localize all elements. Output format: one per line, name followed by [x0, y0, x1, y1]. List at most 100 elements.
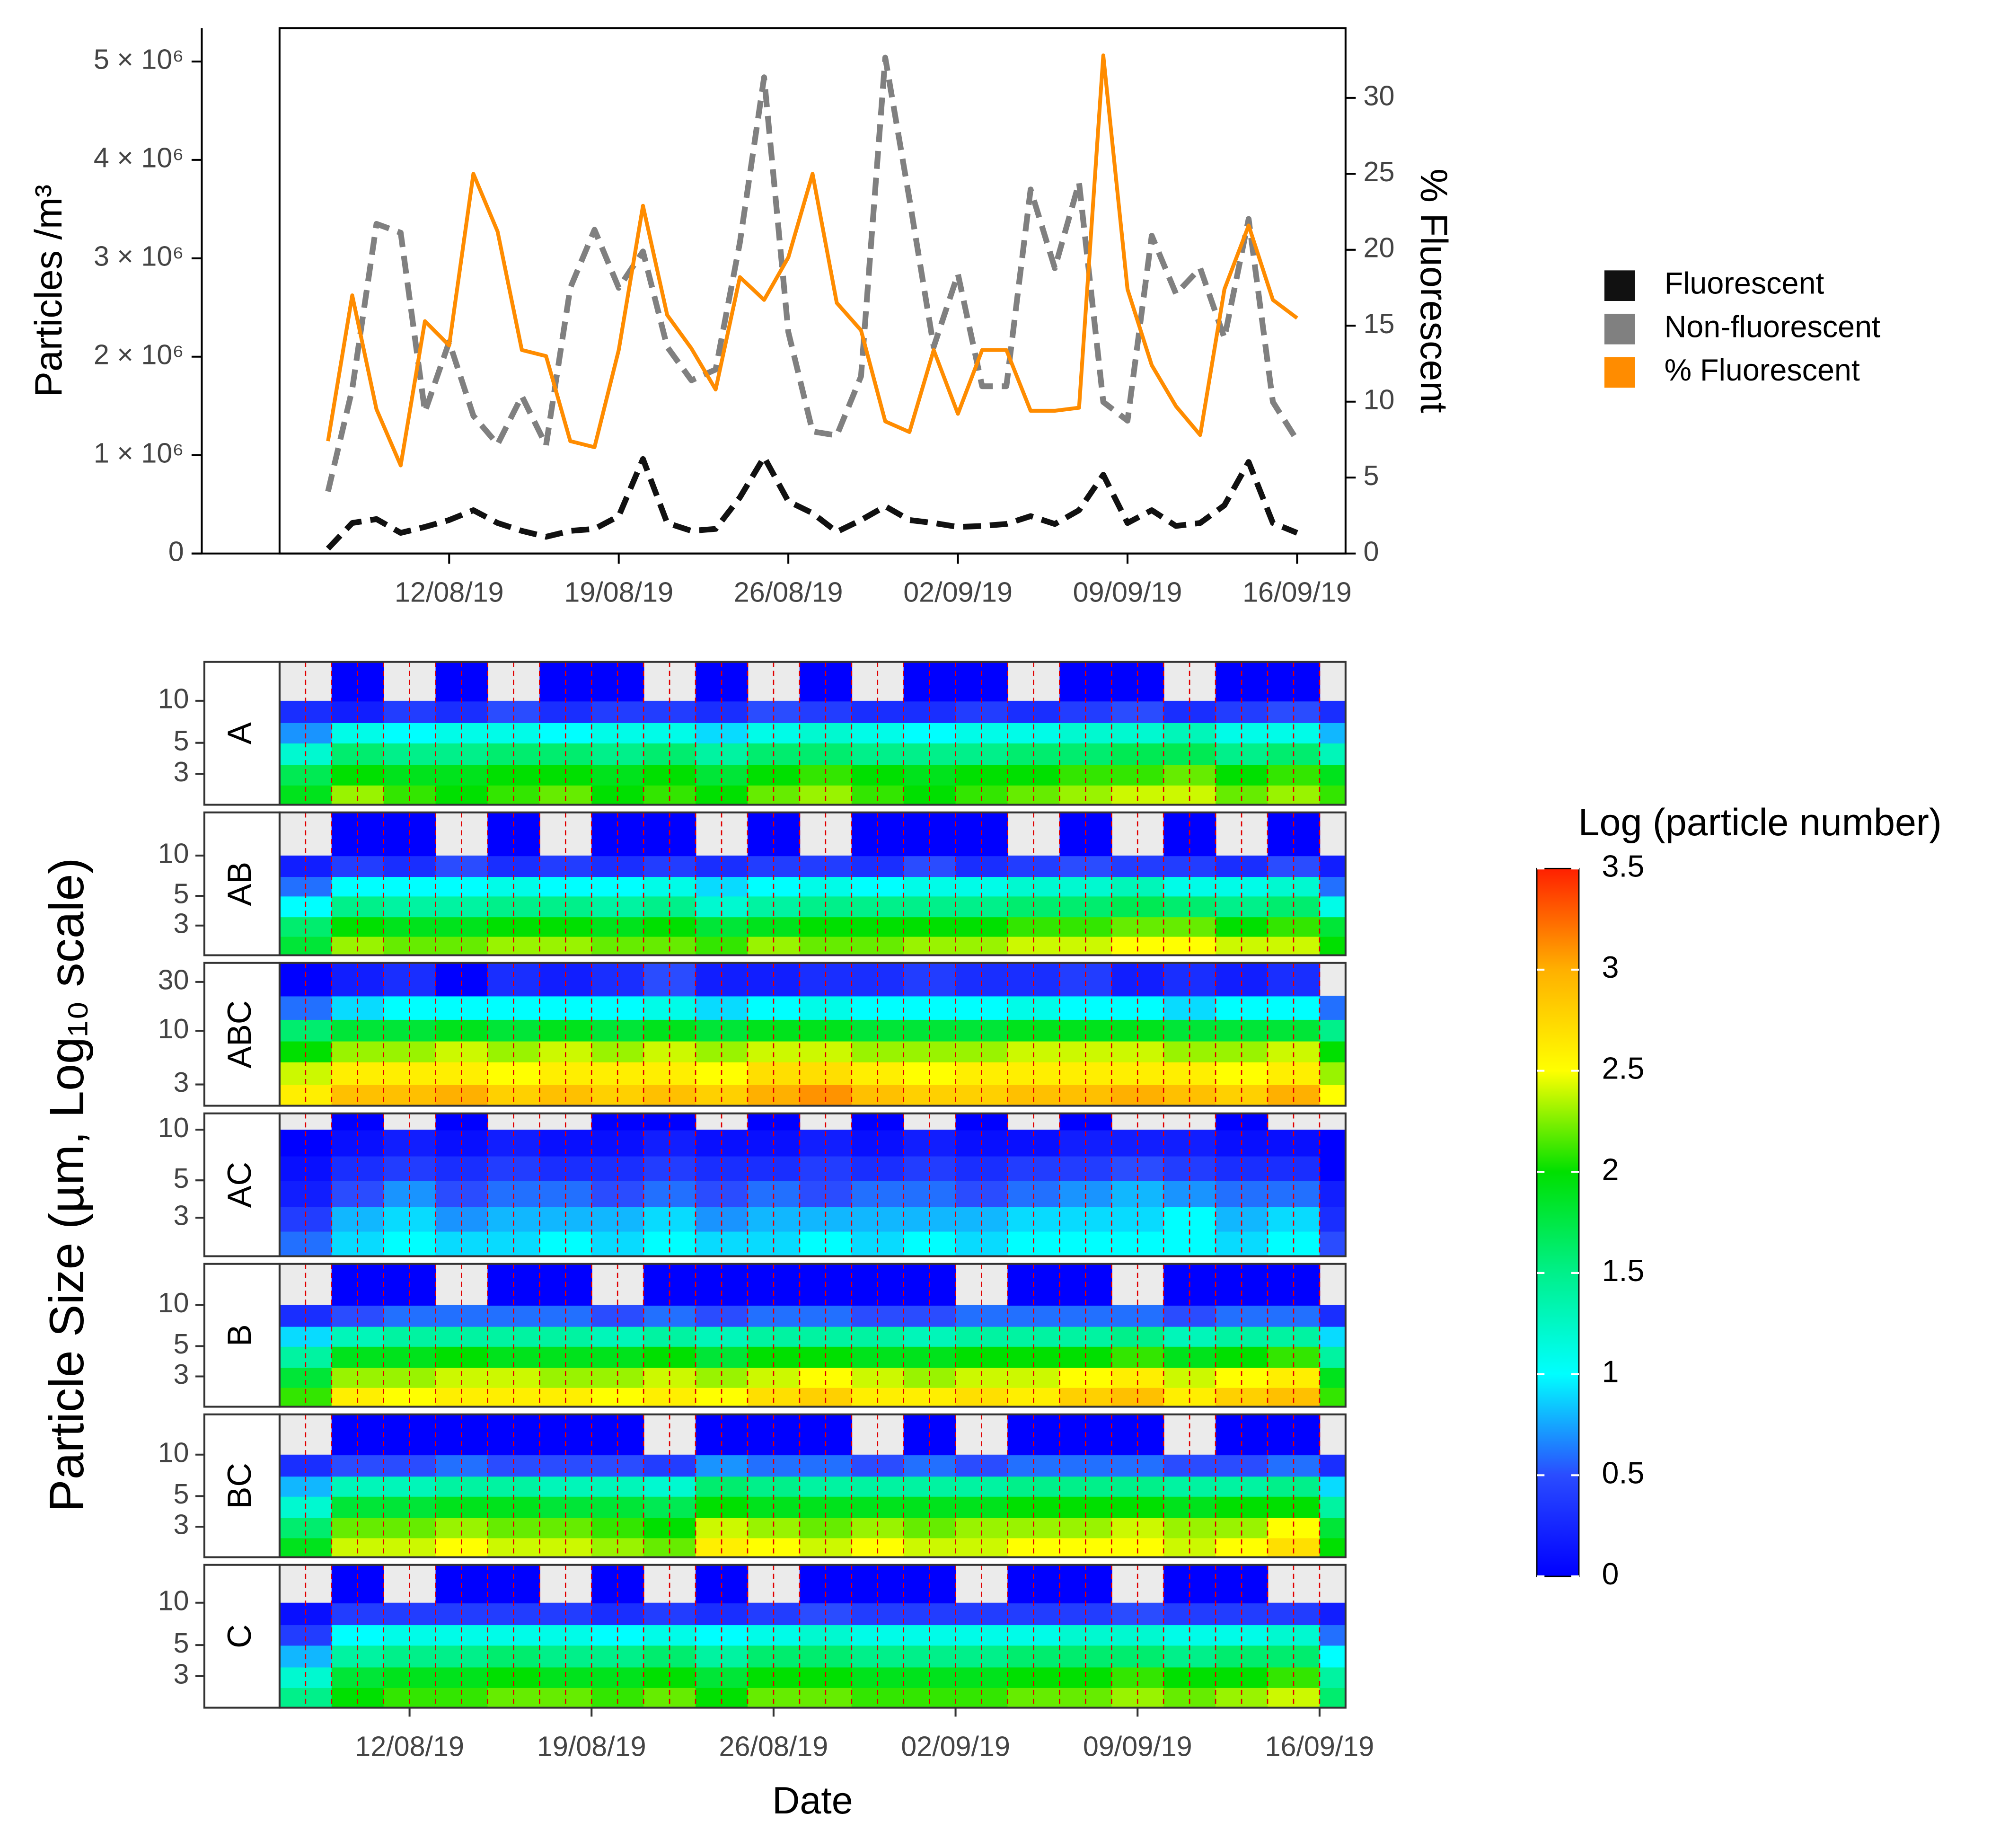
heatmap-cells — [279, 662, 1346, 805]
heatmap-cell — [696, 1305, 749, 1327]
heatmap-cell — [1267, 1231, 1321, 1256]
heatmap-cell — [903, 1084, 956, 1106]
heatmap-cell — [1319, 1084, 1346, 1106]
heatmap-cell — [747, 1180, 801, 1207]
legend-label: % Fluorescent — [1665, 353, 1860, 387]
heatmap-cell — [747, 1206, 801, 1232]
heatmap-cell — [591, 1231, 644, 1256]
heatmap-cell — [331, 1454, 384, 1477]
heatmap-cell — [1319, 700, 1346, 723]
heatmap-cell — [487, 1305, 540, 1327]
heatmap-cell — [1319, 1624, 1346, 1646]
heatmap-cell — [279, 1206, 333, 1232]
heatmap-cell — [955, 1084, 1008, 1106]
legend-swatch — [1604, 313, 1635, 345]
heatmap-cell — [1319, 1476, 1346, 1497]
series-line — [326, 53, 1298, 468]
heatmap-cell — [643, 1231, 696, 1256]
heatmap-cell — [1267, 1180, 1321, 1207]
heatmap-cell — [903, 1180, 956, 1207]
y2-tick-label: 30 — [1364, 80, 1395, 112]
heatmap-cell — [383, 1454, 436, 1477]
heatmap-cell — [383, 1206, 436, 1232]
y2-tick-label: 20 — [1364, 231, 1395, 263]
heatmap-cell — [435, 1231, 488, 1256]
panel-strip — [203, 1263, 281, 1408]
colorbar — [1536, 867, 1580, 1577]
heatmap-cell — [1267, 1454, 1321, 1477]
heatmap-cell — [643, 1454, 696, 1477]
heatmap-cell — [1059, 1180, 1112, 1207]
y-tick-label: 5 — [174, 725, 189, 756]
heatmap-cell — [279, 1305, 333, 1327]
heatmap-cell — [1163, 1206, 1216, 1232]
heatmap-cell — [1319, 1019, 1346, 1042]
heatmap-cells — [279, 1565, 1346, 1708]
heatmap-cell — [851, 1206, 905, 1232]
y2-tick-label: 0 — [1364, 535, 1379, 567]
heatmap-cell — [1163, 1084, 1216, 1106]
heatmap-cell — [696, 1180, 749, 1207]
heatmap-cell — [591, 1206, 644, 1232]
heatmap-cell — [1007, 1206, 1060, 1232]
x-tick-label: 02/09/19 — [901, 1730, 1010, 1762]
heatmap-cell — [696, 1231, 749, 1256]
heatmap-cell — [331, 1180, 384, 1207]
y-tick-label: 5 — [174, 1162, 189, 1194]
heatmap-cell — [1059, 1454, 1112, 1477]
heatmap-cell — [1319, 1180, 1346, 1207]
heatmap-cell — [696, 1206, 749, 1232]
heatmap-cell — [1319, 936, 1346, 955]
heatmap-cell — [696, 1084, 749, 1106]
heatmap-cell — [903, 1206, 956, 1232]
y-tick-label: 5 — [174, 878, 189, 910]
x-tick-label: 26/08/19 — [734, 576, 843, 608]
heatmap-cell — [1163, 1305, 1216, 1327]
x-tick-label: 16/09/19 — [1242, 576, 1352, 608]
colorbar-title: Log (particle number) — [1578, 801, 1942, 844]
heatmap-cell — [1007, 1084, 1060, 1106]
heatmap-cell — [1319, 896, 1346, 918]
heatmap-cell — [1319, 916, 1346, 937]
x-tick-label: 02/09/19 — [903, 576, 1013, 608]
y-tick-label: 5 — [174, 1328, 189, 1360]
heatmap-cell — [539, 1231, 592, 1256]
heatmap-cell — [1059, 1084, 1112, 1106]
legend-swatch — [1604, 270, 1635, 301]
heatmap-cell — [851, 1454, 905, 1477]
y2-tick-label: 5 — [1364, 460, 1379, 491]
heatmap-cell — [799, 1206, 853, 1232]
colorbar-tick-label: 2 — [1602, 1152, 1619, 1186]
heatmap-cell — [1319, 855, 1346, 877]
heatmap-cell — [331, 1206, 384, 1232]
heatmap-cell — [383, 1084, 436, 1106]
panel-strip — [203, 1564, 281, 1709]
panel-strip — [203, 1413, 281, 1558]
heatmap-cell — [1319, 1517, 1346, 1539]
heatmap-cell — [383, 1305, 436, 1327]
heatmap-cell — [539, 1454, 592, 1477]
heatmap-cell — [1319, 722, 1346, 744]
heatmap-cell — [799, 1231, 853, 1256]
series-line — [325, 54, 1300, 493]
y-axis-title: Particle Size (µm, Log₁₀ scale) — [39, 858, 94, 1512]
heatmap-cell — [279, 1180, 333, 1207]
heatmap-cell — [1007, 1231, 1060, 1256]
y-tick-label: 10 — [158, 1436, 189, 1468]
heatmap-cell — [1216, 1454, 1269, 1477]
heatmap-cell — [1319, 1387, 1346, 1407]
y-tick-label: 10 — [158, 1112, 189, 1143]
heatmap-cell — [279, 1231, 333, 1256]
heatmap-cell — [955, 1206, 1008, 1232]
heatmap-cell — [1319, 996, 1346, 1020]
heatmap-cell — [487, 1231, 540, 1256]
heatmap-cell — [539, 1206, 592, 1232]
heatmap-cell — [955, 1231, 1008, 1256]
heatmap-cell — [1216, 1231, 1269, 1256]
y2-tick-label: 10 — [1364, 383, 1395, 415]
panel-label: C — [221, 1624, 258, 1648]
heatmap-cell — [1163, 1454, 1216, 1477]
heatmap-cell — [903, 1231, 956, 1256]
heatmap-cell — [591, 1084, 644, 1106]
heatmap-cell — [1059, 1305, 1112, 1327]
